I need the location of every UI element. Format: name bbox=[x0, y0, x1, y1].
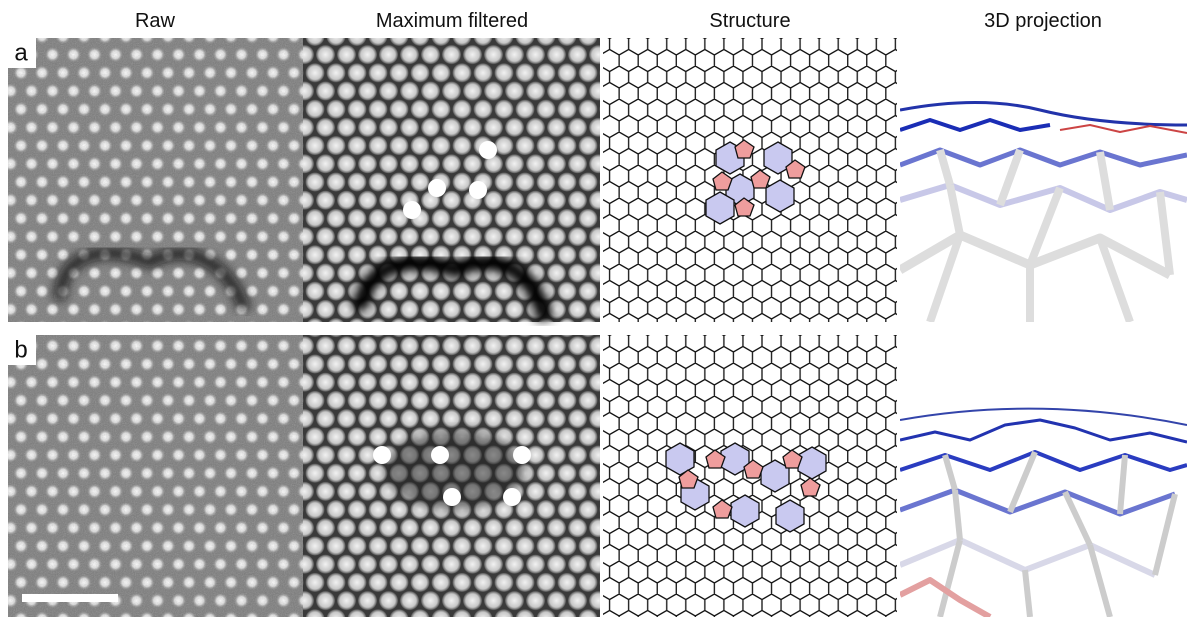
heptagon bbox=[763, 141, 793, 175]
pentagon bbox=[712, 499, 733, 519]
pentagon bbox=[678, 469, 699, 489]
pentagon bbox=[800, 477, 821, 497]
mesh-line bbox=[900, 450, 1187, 472]
projection-mesh bbox=[900, 101, 1187, 322]
projection-mesh bbox=[900, 407, 1187, 617]
mesh-line bbox=[1059, 124, 1187, 134]
contamination bbox=[352, 254, 553, 322]
pentagon bbox=[785, 159, 806, 179]
pentagon bbox=[705, 449, 726, 469]
mesh-line bbox=[900, 118, 1051, 132]
contamination bbox=[54, 247, 251, 313]
raw-noise bbox=[8, 335, 303, 617]
projection-bg bbox=[900, 335, 1187, 617]
mesh-line bbox=[937, 450, 1178, 617]
row-b bbox=[8, 335, 1187, 617]
pentagon bbox=[712, 171, 733, 191]
pentagon bbox=[782, 449, 803, 469]
filtered-image bbox=[303, 38, 600, 322]
pentagon bbox=[734, 197, 755, 217]
heptagon bbox=[720, 442, 750, 476]
bright-spot bbox=[469, 181, 487, 199]
heptagon bbox=[665, 442, 695, 476]
row-label: a bbox=[14, 39, 28, 66]
column-header: Maximum filtered bbox=[376, 10, 528, 32]
row-a bbox=[8, 38, 1187, 322]
mesh-line bbox=[900, 418, 1187, 444]
mesh-line bbox=[900, 487, 1176, 517]
bright-spot bbox=[428, 179, 446, 197]
defects bbox=[705, 139, 806, 225]
bright-spot bbox=[373, 446, 391, 464]
defect-region bbox=[385, 430, 525, 510]
mesh-line bbox=[900, 147, 1187, 168]
pentagon bbox=[750, 169, 771, 189]
row-label-box bbox=[8, 38, 36, 68]
column-header: 3D projection bbox=[984, 10, 1102, 32]
raw-noise bbox=[8, 38, 303, 322]
mesh-line bbox=[900, 101, 1187, 127]
bright-spot bbox=[431, 446, 449, 464]
pentagon bbox=[743, 459, 764, 479]
bright-spot bbox=[443, 488, 461, 506]
column-header: Structure bbox=[709, 10, 790, 32]
mesh-line bbox=[900, 407, 1187, 426]
mesh-line bbox=[900, 577, 992, 617]
bright-spot bbox=[513, 446, 531, 464]
heptagon bbox=[730, 494, 760, 528]
row-label-box bbox=[8, 335, 36, 365]
scale-bar bbox=[22, 594, 118, 602]
defects bbox=[665, 442, 827, 533]
bright-spot bbox=[503, 488, 521, 506]
heptagon bbox=[775, 499, 805, 533]
column-header: Raw bbox=[135, 10, 176, 32]
row-label: b bbox=[14, 336, 27, 363]
mesh-line bbox=[926, 148, 1174, 322]
bright-spot bbox=[403, 201, 421, 219]
pentagon bbox=[734, 139, 755, 159]
heptagon bbox=[705, 191, 735, 225]
bright-spot bbox=[479, 141, 497, 159]
